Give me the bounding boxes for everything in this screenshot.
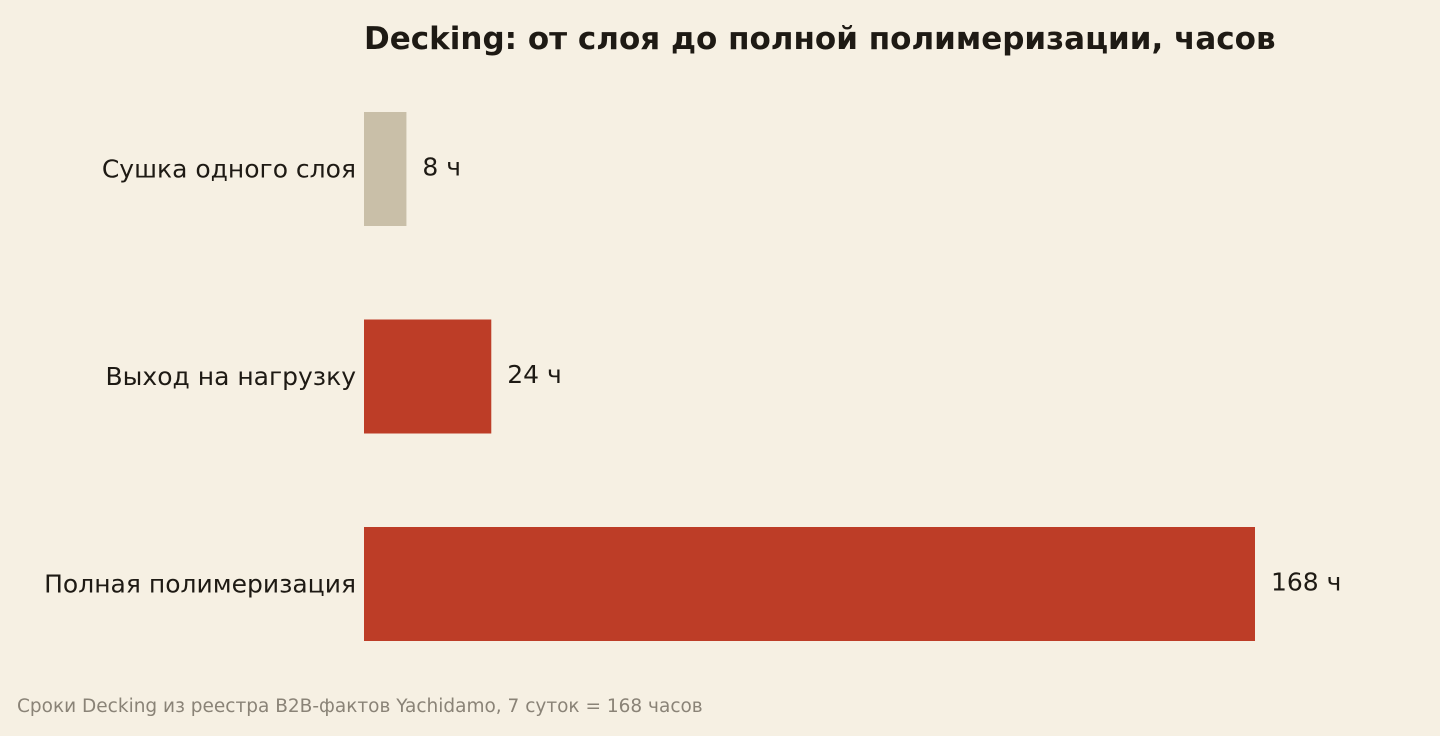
bar-2: [364, 319, 492, 434]
value-label-3: 168 ч: [1271, 568, 1341, 597]
chart-source-note: Сроки Decking из реестра B2B-фактов Yach…: [17, 696, 703, 717]
chart-title: Decking: от слоя до полной полимеризации…: [364, 21, 1276, 57]
value-label-1: 8 ч: [422, 153, 461, 182]
bar-3: [364, 527, 1255, 641]
value-label-2: 24 ч: [507, 360, 562, 389]
category-label-2: Выход на нагрузку: [106, 362, 357, 391]
bars-layer: Сушка одного слоя 8 ч Выход на нагрузку 24 …: [44, 112, 1341, 641]
category-label-1: Сушка одного слоя: [102, 155, 356, 184]
category-label-3: Полная полимеризация: [44, 570, 356, 599]
bar-1: [364, 112, 407, 226]
